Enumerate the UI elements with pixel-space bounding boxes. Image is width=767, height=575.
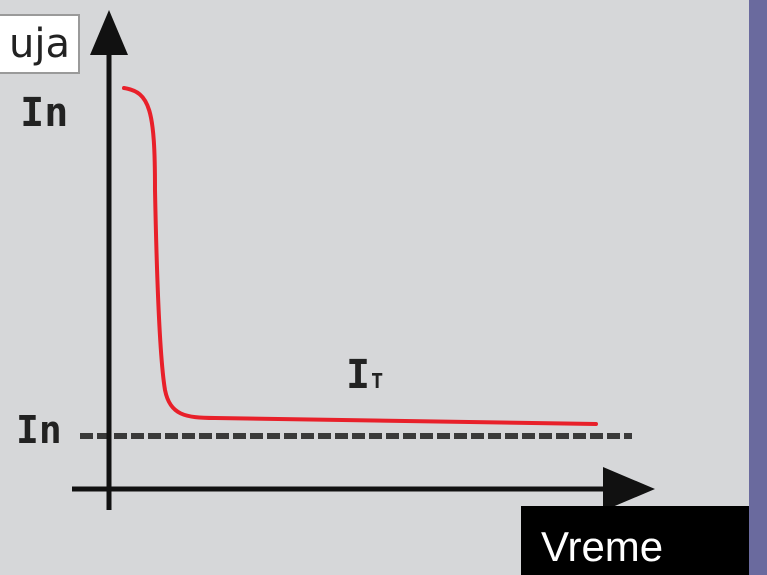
curve-label-main: I bbox=[346, 352, 371, 398]
current-curve bbox=[122, 86, 598, 426]
x-axis-label: Vreme bbox=[521, 506, 767, 575]
curve-label-subscript: T bbox=[371, 369, 384, 393]
curve-label: IT bbox=[346, 352, 383, 398]
y-axis-arrowhead bbox=[90, 10, 128, 55]
top-level-label: 0 In bbox=[0, 90, 69, 136]
x-axis-arrowhead bbox=[603, 467, 655, 511]
in-level-label: In bbox=[16, 408, 62, 452]
side-bar bbox=[749, 0, 767, 575]
y-axis-label: uja bbox=[0, 14, 80, 74]
